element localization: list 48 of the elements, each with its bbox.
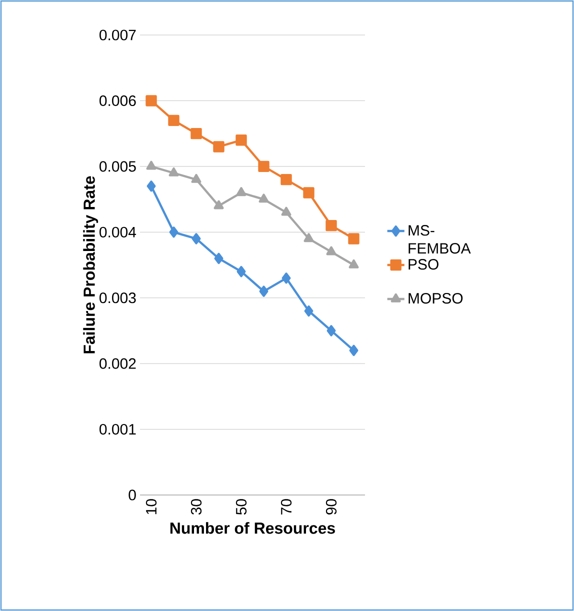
point <box>146 180 156 192</box>
point <box>213 141 224 152</box>
point <box>349 344 358 356</box>
point <box>303 187 314 198</box>
y-tick-label: 0.002 <box>100 358 136 369</box>
y-tick-label: 0.004 <box>100 226 136 238</box>
point <box>146 95 157 106</box>
point <box>326 325 336 336</box>
point <box>259 286 268 297</box>
point <box>146 160 156 170</box>
point <box>236 134 247 146</box>
point <box>326 220 337 232</box>
point <box>280 174 292 186</box>
y-tick-label: 0.007 <box>100 30 136 40</box>
point <box>236 266 246 278</box>
point <box>258 194 269 203</box>
y-tick-label: 0.006 <box>100 95 136 106</box>
point <box>304 305 314 317</box>
y-axis-title: Failure Probability Rate <box>83 176 98 354</box>
point <box>169 226 178 238</box>
point <box>236 187 246 196</box>
point <box>191 174 202 183</box>
y-tick-label: 0 <box>128 490 136 500</box>
legend-label: MS-FEMBOA <box>408 225 471 254</box>
point <box>168 114 180 126</box>
legend-label: MOPSO <box>408 292 463 304</box>
point <box>192 233 201 244</box>
y-tick-label: 0.005 <box>100 161 136 172</box>
point <box>214 252 224 264</box>
y-tick-label: 0.003 <box>100 292 136 304</box>
x-tick-label: 10 <box>146 499 157 514</box>
legend-label: PSO <box>408 259 438 270</box>
point <box>326 246 336 256</box>
y-tick-label: 0.001 <box>100 424 136 435</box>
point <box>304 233 314 242</box>
x-axis-title: Number of Resources <box>170 522 335 534</box>
x-tick-label: 90 <box>326 499 337 515</box>
point <box>348 259 359 268</box>
point <box>214 200 224 210</box>
point <box>190 128 202 140</box>
x-tick-label: 30 <box>190 499 202 515</box>
point <box>281 206 292 216</box>
x-tick-label: 70 <box>280 499 292 514</box>
point <box>168 167 179 176</box>
point <box>258 160 270 172</box>
x-tick-label: 50 <box>236 499 247 515</box>
point <box>348 233 360 244</box>
point <box>282 272 291 284</box>
